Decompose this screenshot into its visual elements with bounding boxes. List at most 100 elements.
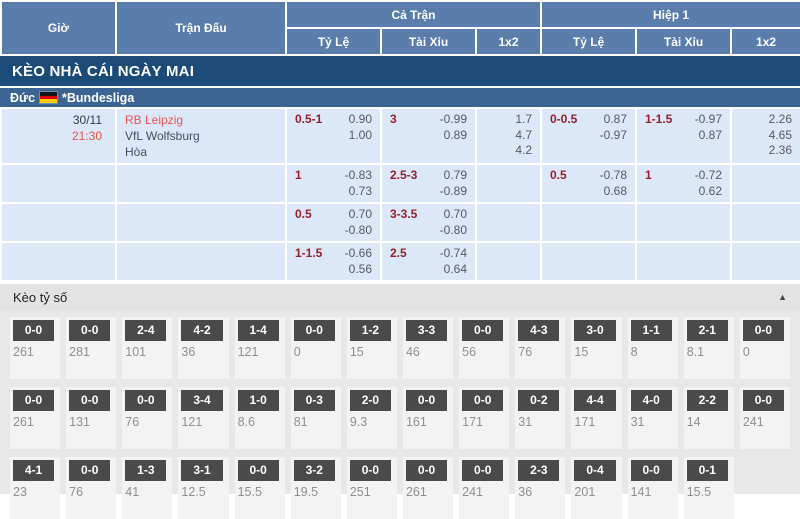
- odds-value[interactable]: -0.72: [694, 168, 722, 182]
- score-bet-card[interactable]: 1-0 8.6: [234, 387, 285, 449]
- odds-value[interactable]: 2.36: [768, 143, 792, 157]
- score-chip[interactable]: 0-0: [69, 320, 111, 341]
- score-chip[interactable]: 0-0: [13, 390, 55, 411]
- score-chip[interactable]: 0-0: [742, 390, 784, 411]
- score-chip[interactable]: 0-0: [69, 460, 111, 481]
- ft-handicap-cell[interactable]: 0.5 0.70 -0.80: [285, 202, 382, 243]
- ft-1x2-cell[interactable]: 1.7 4.7 4.2: [475, 107, 542, 165]
- odds-value[interactable]: 4.65: [768, 127, 792, 142]
- score-chip[interactable]: 3-1: [181, 460, 223, 481]
- score-bet-card[interactable]: 4-0 31: [627, 387, 678, 449]
- odds-value[interactable]: 0.56: [348, 261, 372, 276]
- h1-1x2-cell[interactable]: 2.26 4.65 2.36: [730, 107, 800, 165]
- odds-value[interactable]: 0.89: [443, 127, 467, 142]
- score-chip[interactable]: 4-1: [13, 460, 55, 481]
- league-row[interactable]: Đức *Bundesliga: [0, 86, 800, 107]
- score-bet-card[interactable]: 1-2 15: [346, 317, 397, 379]
- score-bet-card[interactable]: 4-4 171: [571, 387, 622, 449]
- score-chip[interactable]: 3-4: [181, 390, 223, 411]
- score-chip[interactable]: 0-0: [69, 390, 111, 411]
- odds-value[interactable]: -0.78: [599, 168, 627, 182]
- score-chip[interactable]: 4-4: [574, 390, 616, 411]
- odds-value[interactable]: 0.73: [348, 183, 372, 198]
- score-section-header[interactable]: Kèo tỷ số ▲: [0, 284, 800, 310]
- score-chip[interactable]: 4-0: [630, 390, 672, 411]
- score-bet-card[interactable]: 1-1 8: [627, 317, 678, 379]
- odds-value[interactable]: 0.64: [443, 261, 467, 276]
- odds-value[interactable]: -0.97: [599, 127, 627, 142]
- score-chip[interactable]: 0-0: [237, 460, 279, 481]
- score-chip[interactable]: 2-0: [349, 390, 391, 411]
- score-bet-card[interactable]: 0-0 261: [402, 457, 454, 519]
- score-chip[interactable]: 1-4: [237, 320, 279, 341]
- odds-value[interactable]: 0.70: [443, 207, 467, 221]
- score-chip[interactable]: 0-4: [574, 460, 616, 481]
- score-bet-card[interactable]: 0-0 15.5: [234, 457, 285, 519]
- score-bet-card[interactable]: 2-3 36: [515, 457, 566, 519]
- score-chip[interactable]: 3-3: [405, 320, 448, 341]
- score-bet-card[interactable]: 0-3 81: [290, 387, 341, 449]
- score-chip[interactable]: 0-0: [630, 460, 672, 481]
- score-bet-card[interactable]: 0-0 241: [459, 457, 510, 519]
- score-bet-card[interactable]: 2-4 101: [122, 317, 173, 379]
- ft-over-under-cell[interactable]: 3-3.5 0.70 -0.80: [380, 202, 477, 243]
- h1-over-under-cell[interactable]: 1 -0.72 0.62: [635, 163, 732, 204]
- odds-value[interactable]: -0.74: [439, 246, 467, 260]
- odds-value[interactable]: 4.2: [515, 143, 532, 157]
- score-chip[interactable]: 2-2: [686, 390, 728, 411]
- score-bet-card[interactable]: 3-1 12.5: [178, 457, 229, 519]
- score-bet-card[interactable]: 0-0 141: [627, 457, 678, 519]
- score-bet-card[interactable]: 1-3 41: [122, 457, 173, 519]
- odds-value[interactable]: 2.26: [768, 112, 792, 126]
- score-bet-card[interactable]: 3-0 15: [571, 317, 622, 379]
- score-bet-card[interactable]: 1-4 121: [234, 317, 285, 379]
- score-chip[interactable]: 4-3: [518, 320, 560, 341]
- score-chip[interactable]: 4-2: [181, 320, 223, 341]
- score-chip[interactable]: 1-2: [349, 320, 391, 341]
- score-bet-card[interactable]: 0-0 161: [402, 387, 454, 449]
- score-chip[interactable]: 0-0: [125, 390, 167, 411]
- collapse-arrow-icon[interactable]: ▲: [778, 292, 787, 302]
- h1-over-under-cell[interactable]: 1-1.5 -0.97 0.87: [635, 107, 732, 165]
- ft-over-under-cell[interactable]: 2.5 -0.74 0.64: [380, 241, 477, 282]
- score-bet-card[interactable]: 3-2 19.5: [290, 457, 341, 519]
- odds-value[interactable]: -0.80: [439, 222, 467, 237]
- ft-handicap-cell[interactable]: 0.5-1 0.90 1.00: [285, 107, 382, 165]
- score-chip[interactable]: 1-3: [125, 460, 167, 481]
- score-bet-card[interactable]: 0-0 261: [10, 387, 61, 449]
- score-chip[interactable]: 0-0: [405, 460, 448, 481]
- score-chip[interactable]: 0-0: [742, 320, 784, 341]
- score-bet-card[interactable]: 0-2 31: [515, 387, 566, 449]
- score-chip[interactable]: 0-0: [349, 460, 391, 481]
- odds-value[interactable]: 0.70: [348, 207, 372, 221]
- odds-value[interactable]: 0.62: [698, 183, 722, 198]
- odds-value[interactable]: -0.83: [344, 168, 372, 182]
- h1-handicap-cell[interactable]: 0-0.5 0.87 -0.97: [540, 107, 637, 165]
- score-bet-card[interactable]: 0-4 201: [571, 457, 622, 519]
- score-bet-card[interactable]: 0-0 281: [66, 317, 117, 379]
- score-bet-card[interactable]: 0-1 15.5: [683, 457, 734, 519]
- odds-value[interactable]: -0.89: [439, 183, 467, 198]
- score-bet-card[interactable]: 0-0 56: [459, 317, 510, 379]
- score-bet-card[interactable]: 4-2 36: [178, 317, 229, 379]
- score-bet-card[interactable]: 0-0 76: [66, 457, 117, 519]
- odds-value[interactable]: 0.68: [603, 183, 627, 198]
- score-chip[interactable]: 2-1: [686, 320, 728, 341]
- odds-value[interactable]: -0.99: [439, 112, 467, 126]
- odds-value[interactable]: -0.66: [344, 246, 372, 260]
- score-chip[interactable]: 0-2: [518, 390, 560, 411]
- score-bet-card[interactable]: 0-0 0: [290, 317, 341, 379]
- h1-handicap-cell[interactable]: 0.5 -0.78 0.68: [540, 163, 637, 204]
- score-chip[interactable]: 2-3: [518, 460, 560, 481]
- odds-value[interactable]: 1.00: [348, 127, 372, 142]
- odds-value[interactable]: 4.7: [515, 127, 532, 142]
- score-chip[interactable]: 0-0: [462, 460, 504, 481]
- score-chip[interactable]: 1-1: [630, 320, 672, 341]
- score-bet-card[interactable]: 0-0 131: [66, 387, 117, 449]
- score-bet-card[interactable]: 0-0 76: [122, 387, 173, 449]
- score-chip[interactable]: 2-4: [125, 320, 167, 341]
- score-chip[interactable]: 1-0: [237, 390, 279, 411]
- odds-value[interactable]: -0.97: [694, 112, 722, 126]
- odds-value[interactable]: 1.7: [515, 112, 532, 126]
- score-chip[interactable]: 0-3: [293, 390, 335, 411]
